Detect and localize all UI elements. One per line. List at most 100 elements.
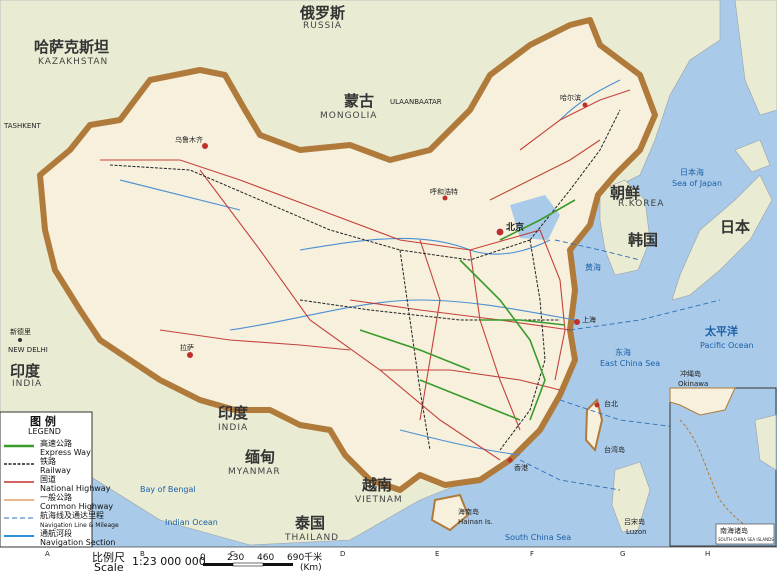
grid-letter-h: H (705, 550, 710, 558)
grid-letter-d: D (340, 550, 345, 558)
label-bay-of-bengal-en: Bay of Bengal (140, 485, 196, 494)
label-thailand-zh: 泰国 (294, 514, 325, 532)
harbin-marker (582, 102, 588, 108)
hohhot-marker (442, 195, 448, 201)
grid-letter-f: F (530, 550, 534, 558)
legend-box (0, 411, 93, 548)
label-urumqi: 乌鲁木齐 (175, 135, 203, 144)
country-labels: 俄罗斯 RUSSIA 哈萨克斯坦 KAZAKHSTAN 蒙古 MONGOLIA … (10, 4, 750, 543)
hainan-island (430, 493, 470, 532)
legend-item-0-en: Express Way (40, 448, 91, 457)
new-delhi-marker (18, 338, 22, 342)
label-hainan-zh: 海南岛 (458, 507, 479, 516)
south-china-sea-inset: 南海诸岛 SOUTH CHINA SEA ISLANDS (669, 387, 777, 547)
label-myanmar-en: MYANMAR (228, 467, 281, 477)
land-luzon (611, 461, 651, 533)
express-ways (359, 199, 576, 421)
label-indian-ocean-en: Indian Ocean (165, 518, 218, 527)
legend-item-2-en: National Highway (40, 484, 111, 493)
scale-tick-0: 0 (200, 553, 206, 563)
label-sea-of-japan-zh: 日本海 (680, 167, 704, 177)
scale-tick-3: 690千米 (287, 551, 322, 563)
beijing-marker (495, 227, 505, 237)
label-okinawa-zh: 冲绳岛 (680, 369, 701, 378)
label-luzon-en: Luzon (626, 528, 647, 536)
grid-letter-b: B (140, 550, 145, 558)
legend: 图 例 LEGEND 高速公路 Express Way 铁路 Railway 国… (0, 411, 119, 548)
label-harbin: 哈尔滨 (560, 93, 581, 102)
legend-subtitle: LEGEND (28, 427, 61, 436)
scale-tick-2: 460 (257, 553, 274, 563)
label-myanmar-zh: 缅甸 (245, 448, 275, 466)
grid-letter-g: G (620, 550, 625, 558)
legend-item-3-en: Common Highway (40, 502, 113, 511)
label-pacific-en: Pacific Ocean (700, 341, 754, 350)
grid-letters: A B C D E F G H (45, 550, 710, 558)
scale-seg-1 (203, 563, 233, 566)
national-highways (100, 89, 631, 461)
scale-label-en: Scale (94, 561, 124, 571)
scale-seg-2 (232, 562, 264, 567)
label-russia-zh: 俄罗斯 (299, 4, 345, 22)
label-new-delhi-en: NEW DELHI (8, 346, 48, 354)
legend-item-4-zh: 航海线及通达里程 (40, 510, 104, 520)
scale-bar: 比例尺 Scale 1:23 000 000 0 230 460 690千米 (… (92, 550, 322, 571)
legend-item-0-zh: 高速公路 (40, 438, 72, 448)
label-korea-en: R.KOREA (618, 199, 664, 209)
label-thailand-en: THAILAND (284, 533, 339, 543)
rivers (119, 79, 621, 456)
label-ulaanbaatar: ULAANBAATAR (390, 98, 442, 106)
lhasa-marker (187, 352, 193, 358)
legend-item-1-en: Railway (40, 466, 71, 475)
label-luzon-zh: 吕宋岛 (624, 517, 645, 526)
label-hong-kong: 香港 (514, 463, 528, 472)
label-vietnam-zh: 越南 (361, 476, 392, 494)
land-hokkaido (734, 139, 771, 173)
scale-label-zh: 比例尺 (92, 550, 125, 564)
label-india-en: INDIA (12, 379, 42, 389)
label-lhasa: 拉萨 (180, 343, 194, 352)
label-okinawa-en: Okinawa (678, 380, 708, 388)
legend-item-4-en: Navigation Line & Mileage (40, 522, 119, 529)
label-tashkent: TASHKENT (3, 122, 41, 130)
label-dprk-zh: 朝鲜 (610, 184, 640, 202)
legend-item-3-zh: 一般公路 (40, 492, 72, 502)
bottom-frame (0, 546, 777, 571)
grid-letter-a: A (45, 550, 50, 558)
label-taipei: 台北 (604, 399, 618, 408)
shanghai-marker (574, 319, 580, 325)
label-hohhot: 呼和浩特 (430, 187, 458, 196)
legend-item-1-zh: 铁路 (40, 456, 56, 466)
urumqi-marker (202, 143, 208, 149)
china-land (37, 17, 658, 493)
hong-kong-marker (507, 457, 513, 463)
city-labels: 乌鲁木齐 北京 上海 拉萨 哈尔滨 呼和浩特 台北 香港 新德里 NEW DEL… (3, 93, 618, 472)
label-korea-zh: 韩国 (628, 231, 658, 249)
label-yellow-sea-zh: 黄海 (585, 262, 601, 272)
label-russia-en: RUSSIA (303, 21, 342, 31)
scale-ratio: 1:23 000 000 (132, 555, 206, 568)
taipei-marker (594, 402, 600, 408)
label-sea-of-japan-en: Sea of Japan (672, 179, 722, 188)
label-pacific-zh: 太平洋 (704, 324, 738, 338)
label-south-china-sea-en: South China Sea (505, 533, 571, 542)
legend-title: 图 例 (30, 414, 56, 428)
label-east-china-sea-en: East China Sea (600, 359, 660, 368)
legend-item-2-zh: 国道 (40, 474, 56, 484)
label-india2-en: INDIA (218, 423, 248, 433)
label-east-china-sea-zh: 东海 (615, 347, 631, 357)
legend-item-5-zh: 通航河段 (40, 528, 72, 538)
island-labels: 海南岛 Hainan Is. 台湾岛 吕宋岛 Luzon 冲绳岛 Okinawa (458, 369, 708, 536)
legend-item-5-en: Navigation Section (40, 538, 115, 547)
label-vietnam-en: VIETNAM (355, 495, 403, 505)
label-taiwan-zh: 台湾岛 (604, 445, 625, 454)
water-labels: 日本海 Sea of Japan 太平洋 Pacific Ocean 东海 Ea… (140, 167, 754, 542)
label-india-zh: 印度 (10, 362, 41, 380)
label-japan-zh: 日本 (720, 218, 750, 236)
scale-unit: (Km) (300, 563, 322, 571)
land-korea (599, 179, 651, 276)
label-kazakhstan-zh: 哈萨克斯坦 (34, 38, 109, 56)
land-japan (671, 174, 773, 301)
